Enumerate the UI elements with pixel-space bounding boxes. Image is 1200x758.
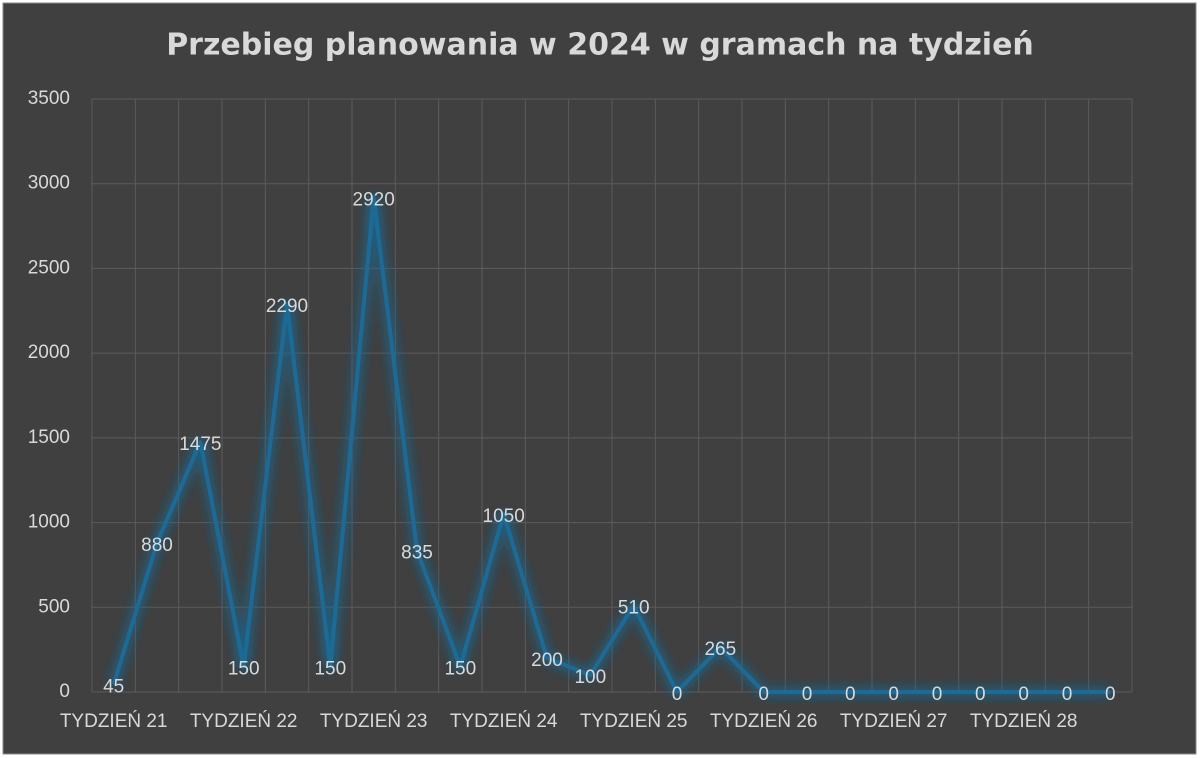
y-tick-label: 1500 — [28, 427, 70, 448]
y-tick-label: 1000 — [28, 512, 70, 533]
x-tick-label: TYDZIEŃ 21 — [60, 711, 168, 732]
data-label: 835 — [401, 543, 433, 564]
data-label: 0 — [888, 684, 899, 705]
data-line — [111, 195, 1111, 694]
data-label: 150 — [228, 659, 260, 680]
data-label: 0 — [1018, 684, 1029, 705]
y-tick-label: 3000 — [28, 173, 70, 194]
data-label: 0 — [932, 684, 943, 705]
y-tick-label: 2000 — [28, 342, 70, 363]
data-label: 1475 — [179, 434, 221, 455]
data-label: 880 — [141, 535, 173, 556]
y-tick-label: 2500 — [28, 257, 70, 278]
data-label: 0 — [1105, 684, 1116, 705]
data-label: 150 — [314, 659, 346, 680]
y-tick-label: 3500 — [28, 88, 70, 109]
x-tick-label: TYDZIEŃ 23 — [320, 711, 428, 732]
x-tick-label: TYDZIEŃ 22 — [190, 711, 298, 732]
x-tick-label: TYDZIEŃ 26 — [710, 711, 818, 732]
data-label: 150 — [444, 659, 476, 680]
data-label: 0 — [975, 684, 986, 705]
data-label: 1050 — [483, 506, 525, 527]
data-label: 0 — [758, 684, 769, 705]
data-label: 200 — [531, 650, 563, 671]
x-tick-label: TYDZIEŃ 24 — [450, 711, 558, 732]
x-tick-label: TYDZIEŃ 27 — [840, 711, 948, 732]
data-label: 265 — [704, 639, 736, 660]
data-label: 100 — [574, 667, 606, 688]
data-label: 0 — [845, 684, 856, 705]
data-label: 2920 — [353, 189, 395, 210]
data-label: 2290 — [266, 296, 308, 317]
data-label: 0 — [802, 684, 813, 705]
x-tick-label: TYDZIEŃ 25 — [580, 711, 688, 732]
data-label: 45 — [103, 676, 124, 697]
x-tick-label: TYDZIEŃ 28 — [970, 711, 1078, 732]
data-label: 0 — [1062, 684, 1073, 705]
data-label: 0 — [672, 684, 683, 705]
chart-title: Przebieg planowania w 2024 w gramach na … — [166, 28, 1034, 63]
y-tick-label: 0 — [59, 681, 70, 702]
data-label: 510 — [618, 598, 650, 619]
y-tick-label: 500 — [38, 596, 70, 617]
